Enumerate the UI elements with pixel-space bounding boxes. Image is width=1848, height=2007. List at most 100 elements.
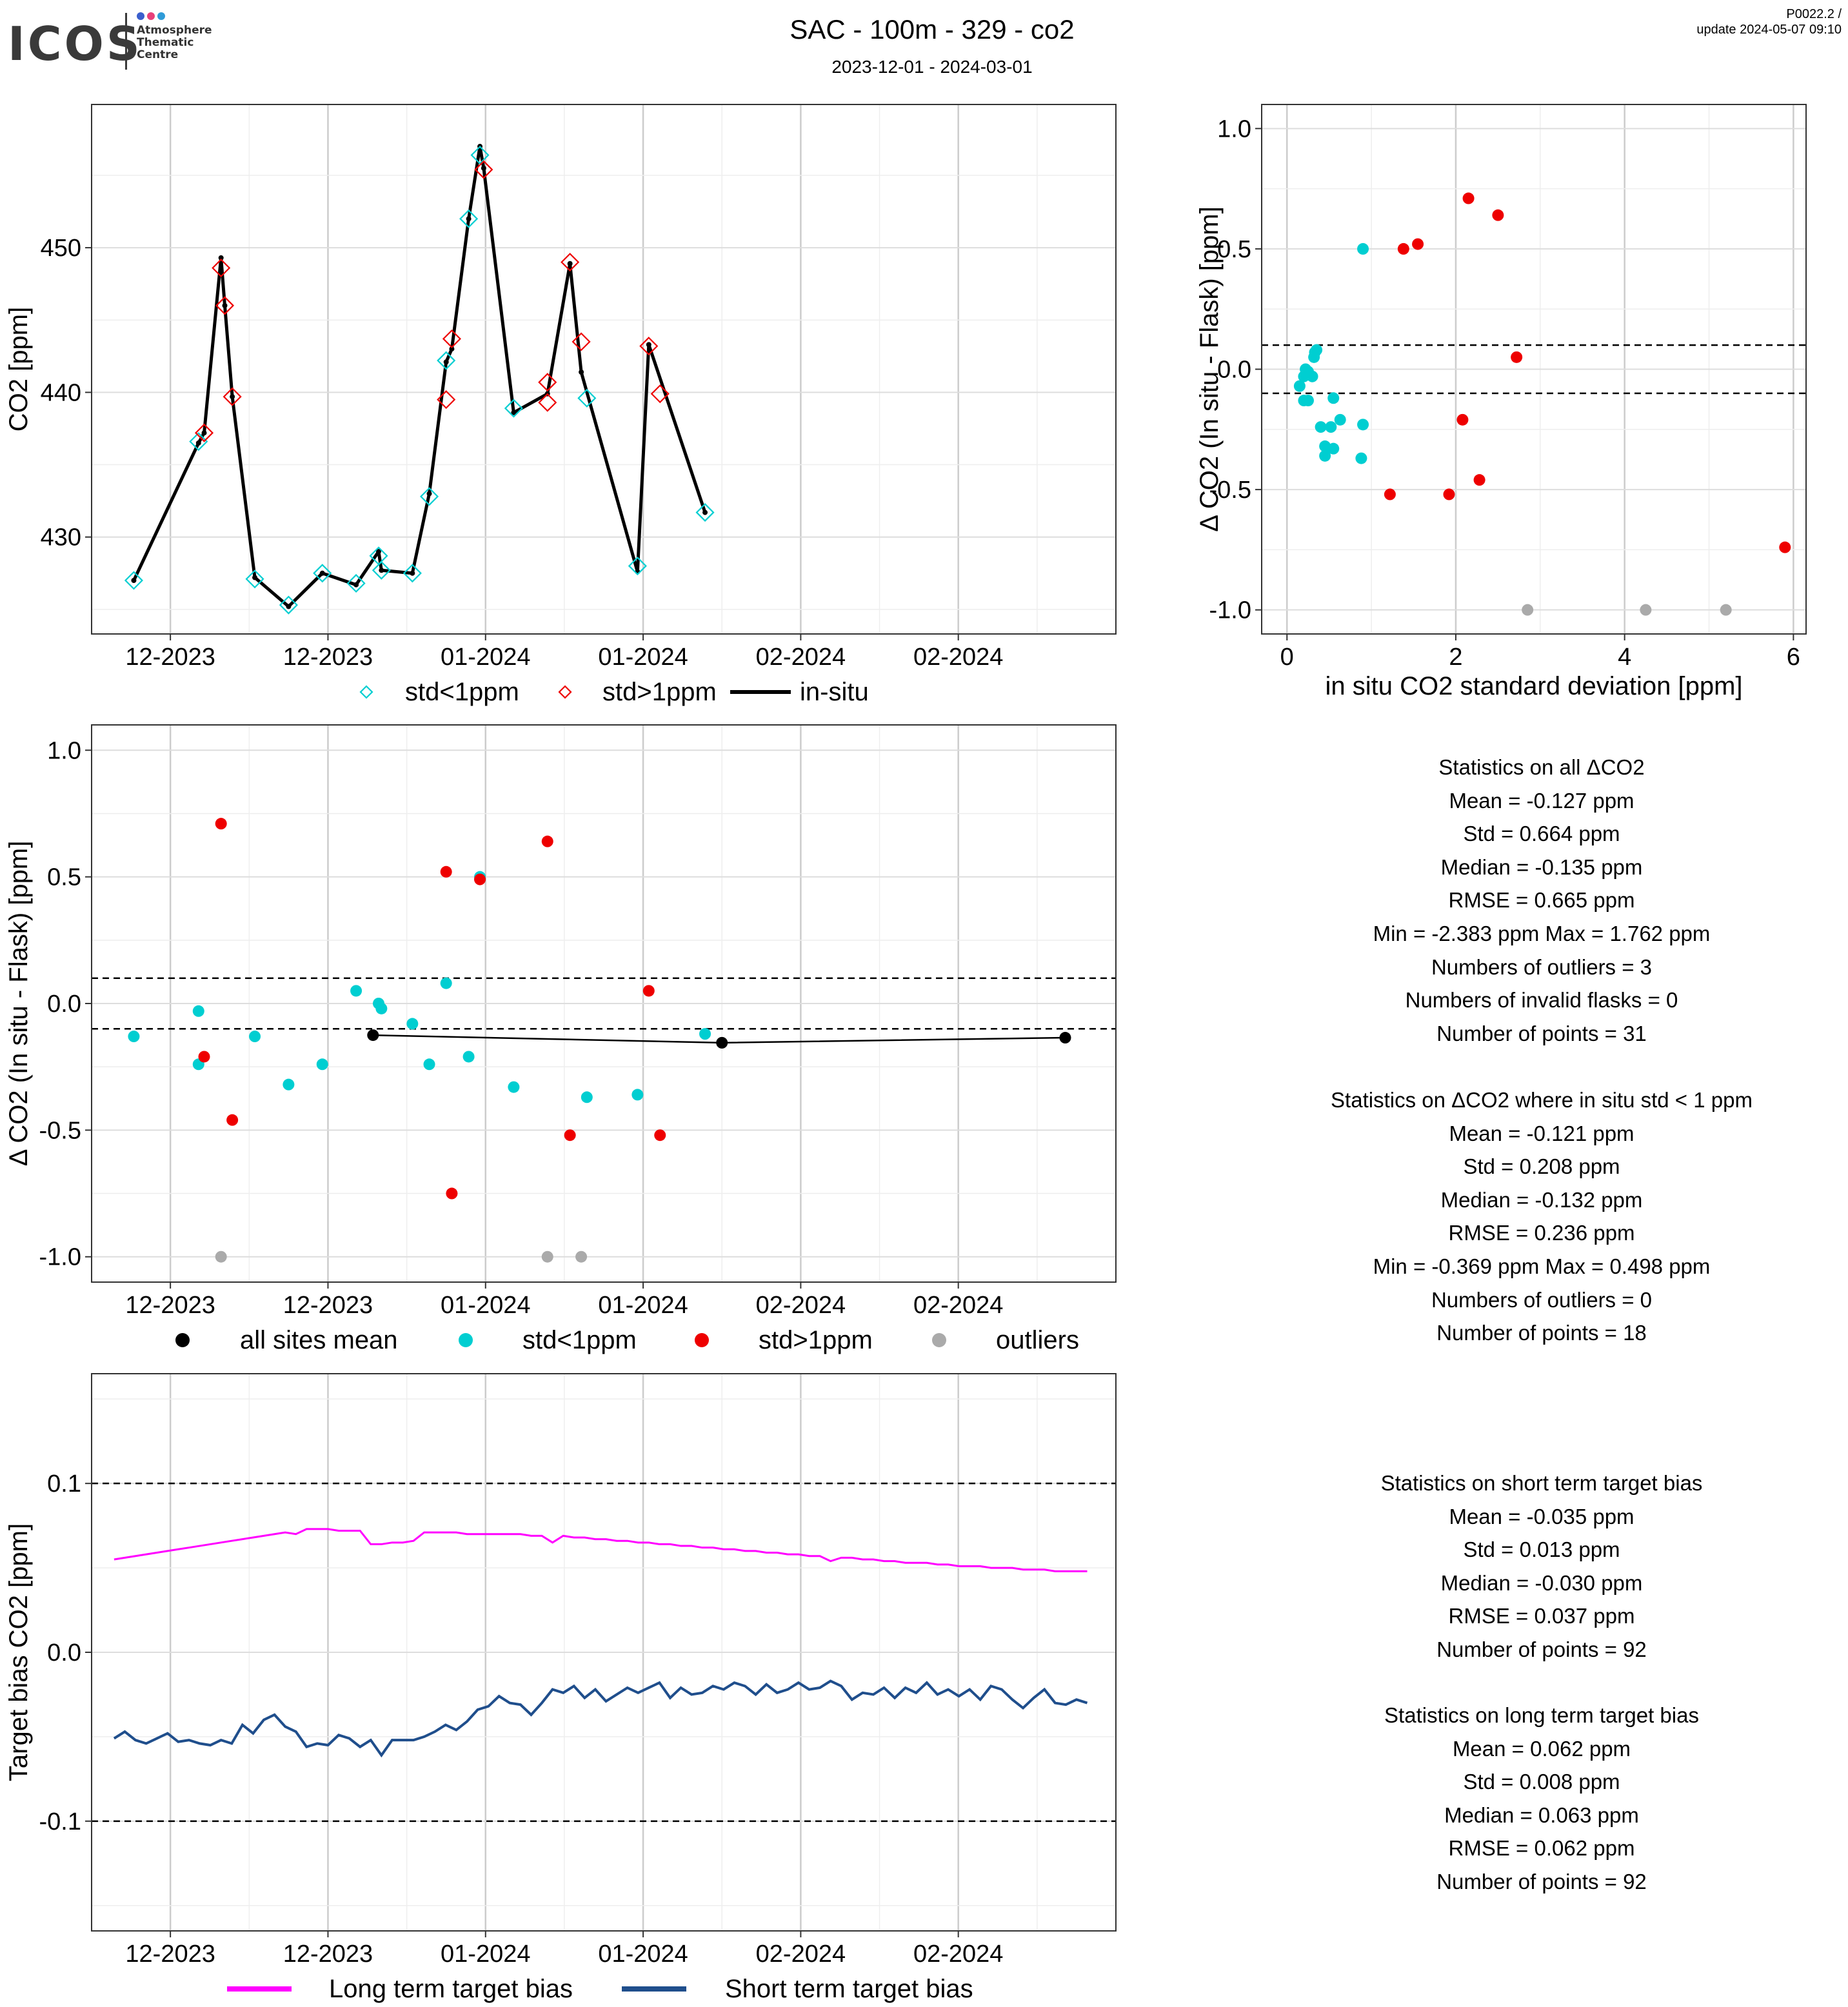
flask-high-std-point — [194, 423, 214, 442]
timeseries-panel: 12-2023 12-2023 01-2024 01-2024 02-2024 02-20… — [5, 104, 1117, 706]
y-tick-label: 0.1 — [47, 1470, 81, 1498]
stats-line: Mean = 0.062 ppm — [1452, 1736, 1631, 1761]
scatter-high-std-point — [1779, 541, 1791, 553]
flask-high-std-point — [437, 390, 456, 410]
delta-low-std-point — [440, 977, 452, 989]
plot-marks — [124, 144, 715, 615]
y-tick-label: 1.0 — [47, 737, 81, 764]
scatter-low-std-point — [1315, 421, 1327, 433]
scatter-low-std-point — [1325, 421, 1337, 433]
y-tick-label: -1.0 — [39, 1244, 81, 1271]
insitu-point — [579, 369, 584, 375]
stats-short-term: Statistics on short term target bias Mea… — [1251, 1467, 1832, 1666]
logo-subtitle: Atmosphere Thematic Centre — [137, 25, 212, 61]
stats-line: Number of points = 18 — [1436, 1321, 1647, 1345]
scatter-high-std-point — [1511, 351, 1523, 363]
scatter-low-std-point — [1298, 370, 1310, 382]
delta-outlier-point — [541, 1251, 553, 1263]
legend-label: std<1ppm — [405, 678, 519, 706]
scatter-low-std-point — [1293, 380, 1306, 392]
plot-border — [1261, 104, 1807, 635]
stats-line: RMSE = 0.062 ppm — [1448, 1836, 1635, 1861]
scatter-high-std-point — [1492, 209, 1504, 221]
stats-line: Std = 0.013 ppm — [1463, 1537, 1620, 1562]
y-tick-label: -0.5 — [39, 1117, 81, 1144]
delta-low-std-point — [375, 1002, 388, 1014]
delta-outlier-point — [575, 1251, 588, 1263]
insitu-point — [222, 302, 228, 308]
stats-line: Min = -0.369 ppm Max = 0.498 ppm — [1373, 1254, 1711, 1278]
x-tick-label: 12-2023 — [125, 1941, 215, 1968]
stats-line: Number of points = 92 — [1436, 1637, 1647, 1661]
icos-logo: ICOS Atmosphere Thematic Centre — [8, 9, 221, 71]
legend-key-high-std — [558, 685, 572, 699]
x-tick-label: 12-2023 — [283, 1292, 373, 1319]
stats-line: Number of points = 31 — [1436, 1021, 1647, 1045]
logo-wordmark: ICOS — [8, 17, 143, 71]
stats-line: Median = -0.132 ppm — [1440, 1187, 1643, 1212]
plot-marks — [113, 1528, 1088, 1758]
insitu-point — [218, 255, 224, 261]
delta-low-std-point — [462, 1051, 475, 1063]
delta-low-std-point — [581, 1091, 593, 1103]
flask-low-std-point — [346, 573, 366, 593]
y-tick-label: 0.5 — [1217, 236, 1251, 263]
scatter-low-std-point — [1357, 419, 1369, 431]
scatter-high-std-point — [1384, 488, 1396, 500]
y-tick-label: 0.5 — [47, 864, 81, 891]
x-tick-label: 02-2024 — [913, 1941, 1003, 1968]
plot-background — [92, 104, 1116, 634]
stats-line: Median = -0.135 ppm — [1440, 855, 1643, 879]
mean-point — [1059, 1032, 1071, 1044]
scatter-low-std-point — [1308, 351, 1320, 363]
y-tick-label: 430 — [41, 524, 81, 551]
insitu-point — [286, 604, 292, 609]
delta-low-std-point — [699, 1028, 711, 1040]
page-title: SAC - 100m - 329 - co2 — [790, 14, 1075, 44]
plot-marks — [1293, 192, 1791, 616]
delta-high-std-point — [198, 1051, 210, 1063]
scatter-outlier-point — [1522, 604, 1534, 616]
delta-low-std-point — [283, 1078, 295, 1091]
legend-label: Short term target bias — [725, 1975, 973, 2003]
short-term-bias-line — [113, 1679, 1088, 1758]
x-tick-label: 6 — [1787, 644, 1800, 671]
insitu-point — [646, 342, 651, 348]
mean-point — [716, 1036, 728, 1049]
legend-label: Long term target bias — [329, 1975, 573, 2003]
flask-low-std-point — [189, 432, 208, 451]
stats-line: Mean = -0.035 ppm — [1449, 1504, 1634, 1528]
delta-high-std-point — [226, 1114, 239, 1126]
scatter-high-std-point — [1462, 192, 1475, 204]
insitu-point — [353, 582, 359, 588]
delta-high-std-point — [474, 873, 486, 885]
flask-high-std-point — [571, 332, 591, 351]
scatter-low-std-point — [1327, 392, 1340, 404]
delta-high-std-point — [215, 818, 227, 830]
scatter-high-std-point — [1397, 242, 1409, 255]
x-tick-label: 2 — [1449, 644, 1462, 671]
y-axis-label: CO2 [ppm] — [5, 307, 33, 431]
insitu-point — [443, 359, 449, 365]
y-tick-label: 0.0 — [47, 991, 81, 1018]
insitu-point — [426, 491, 432, 497]
x-tick-label: 12-2023 — [283, 644, 373, 671]
stats-line: Mean = -0.127 ppm — [1449, 788, 1634, 813]
x-tick-label: 12-2023 — [125, 1292, 215, 1319]
insitu-point — [481, 165, 486, 171]
version-label: P0022.2 / — [1786, 7, 1842, 21]
scatter-high-std-point — [1456, 413, 1469, 426]
x-tick-label: 12-2023 — [283, 1941, 373, 1968]
flask-high-std-point — [650, 384, 670, 404]
delta-outlier-point — [215, 1251, 227, 1263]
scatter-outlier-point — [1640, 604, 1652, 616]
insitu-point — [449, 346, 455, 352]
x-tick-label: 01-2024 — [441, 1941, 530, 1968]
stats-line: Statistics on short term target bias — [1380, 1471, 1703, 1495]
flask-low-std-point — [124, 571, 143, 590]
legend-label: std<1ppm — [522, 1326, 637, 1354]
stats-lowstd: Statistics on ΔCO2 where in situ std < 1… — [1251, 1083, 1832, 1350]
stats-line: RMSE = 0.665 ppm — [1448, 888, 1635, 913]
delta-low-std-point — [423, 1058, 435, 1071]
plot-marks — [128, 818, 1071, 1263]
